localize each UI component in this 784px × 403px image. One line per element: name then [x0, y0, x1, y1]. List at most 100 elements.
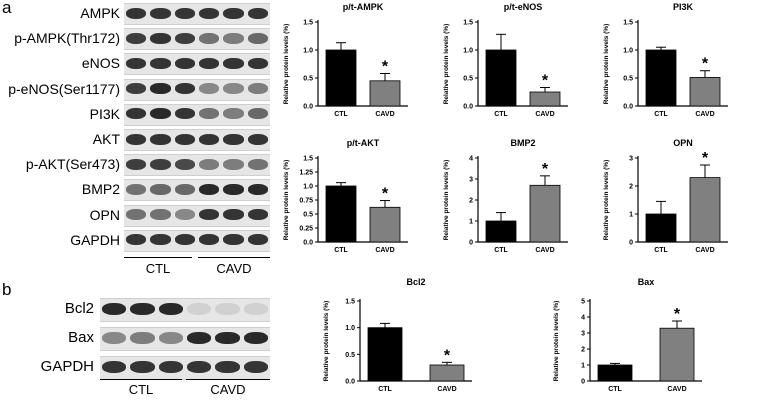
y-tick-label: 1.0: [463, 48, 473, 55]
bar-cavd: [369, 80, 401, 107]
blot-strip-p-enos-ser1177: [124, 78, 270, 101]
blot-band: [199, 108, 220, 120]
blot-band: [126, 7, 147, 19]
y-tick-label: 0.75: [299, 198, 313, 205]
y-tick-label: 1.0: [303, 184, 313, 191]
blot-band: [247, 158, 268, 170]
blot-band: [199, 183, 220, 195]
blot-strip-gapdh: [124, 229, 270, 252]
ctl-group-label-a: CTL: [145, 261, 171, 276]
y-tick-label: 1: [629, 212, 633, 219]
x-category-label: CAVD: [375, 247, 394, 254]
x-category-label: CAVD: [375, 111, 394, 118]
blot-band: [243, 302, 268, 316]
y-tick-label: 0.5: [345, 352, 355, 359]
y-tick-label: 0.5: [303, 212, 313, 219]
cavd-group-line-b: [186, 379, 270, 380]
blot-band: [174, 209, 195, 221]
blot-band: [126, 108, 147, 120]
chart-opn: OPN Relative protein levels (%) 0 1 2 3 CTL CAV…: [603, 138, 728, 254]
blot-label-bcl2: Bcl2: [64, 300, 94, 317]
blot-band: [126, 83, 147, 95]
bar-ctl: [645, 213, 677, 243]
blot-band: [150, 108, 171, 120]
blot-band: [199, 209, 220, 221]
x-category-label: CTL: [334, 247, 348, 254]
x-category-label: CAVD: [695, 247, 714, 254]
blot-band: [199, 234, 220, 246]
significance-star: *: [542, 73, 549, 90]
y-tick-label: 1.0: [623, 48, 633, 55]
chart-title: OPN: [673, 138, 693, 148]
blot-band: [150, 133, 171, 145]
x-category-label: CAVD: [667, 386, 686, 393]
y-tick-label: 0: [629, 240, 633, 247]
significance-star: *: [382, 186, 389, 203]
bar-ctl: [645, 49, 677, 107]
blot-band: [199, 133, 220, 145]
y-tick-label: 1.0: [303, 48, 313, 55]
blot-label-gapdh: GAPDH: [70, 231, 120, 248]
blot-band: [247, 234, 268, 246]
blot-band: [174, 7, 195, 19]
blot-band: [174, 133, 195, 145]
blot-band: [247, 7, 268, 19]
blot-band: [174, 32, 195, 44]
cavd-group-label-b: CAVD: [210, 382, 246, 397]
blot-band: [102, 360, 127, 374]
chart-bcl2: Bcl2 Relative protein levels (%) 0.0 0.5 1.0…: [323, 277, 472, 393]
chart-p-t-akt: p/t-AKT Relative protein levels (%) 0.0 0.2…: [283, 138, 408, 254]
blot-label-ampk: AMPK: [80, 5, 120, 21]
blot-band: [130, 302, 155, 316]
blot-band: [126, 32, 147, 44]
blot-band: [150, 183, 171, 195]
significance-star: *: [674, 306, 681, 323]
blot-band: [126, 209, 147, 221]
bar-cavd: [689, 77, 721, 107]
y-tick-label: 0.5: [623, 76, 633, 83]
significance-star: *: [702, 150, 709, 167]
blot-band: [130, 360, 155, 374]
blot-band: [150, 158, 171, 170]
bar-cavd: [689, 177, 721, 243]
blot-band: [223, 32, 244, 44]
blot-strip-ampk: [124, 3, 270, 25]
y-tick-label: 0.5: [463, 76, 473, 83]
blot-band: [223, 133, 244, 145]
x-category-label: CTL: [378, 386, 392, 393]
blot-band: [174, 234, 195, 246]
y-tick-label: 3: [629, 156, 633, 163]
x-category-label: CTL: [608, 386, 622, 393]
blot-band: [223, 209, 244, 221]
bar-cavd: [659, 327, 695, 382]
y-tick-label: 1: [469, 219, 473, 226]
y-axis-label: Relative protein levels (%): [323, 301, 330, 382]
significance-star: *: [702, 56, 709, 73]
blot-band: [126, 57, 147, 69]
y-axis-label: Relative protein levels (%): [443, 160, 450, 241]
blot-label-opn: OPN: [89, 206, 120, 223]
chart-title: BMP2: [510, 138, 535, 148]
blot-strip-pi3k: [124, 103, 270, 126]
blot-band: [199, 57, 220, 69]
blot-strip-enos: [124, 53, 270, 76]
x-category-label: CAVD: [695, 111, 714, 118]
blot-band: [187, 331, 212, 345]
blot-label-bmp2: BMP2: [81, 181, 120, 198]
blot-band: [223, 108, 244, 120]
blot-band: [247, 209, 268, 221]
x-category-label: CTL: [654, 111, 668, 118]
western-blot-panel-a: AMPK p-AMPK(Thr172) eNOS p-eNOS(Ser1177) PI3…: [0, 0, 280, 290]
blot-band: [223, 57, 244, 69]
blot-band: [215, 360, 240, 374]
blot-band: [158, 331, 183, 345]
chart-title: p/t-eNOS: [504, 2, 543, 12]
y-tick-label: 0: [581, 379, 585, 386]
blot-band: [150, 7, 171, 19]
bar-ctl: [485, 49, 517, 107]
blot-strip-bmp2: [124, 179, 270, 202]
bar-cavd: [529, 184, 561, 243]
y-tick-label: 1.5: [303, 20, 313, 27]
blot-label-akt: AKT: [92, 131, 120, 147]
blot-band: [174, 183, 195, 195]
